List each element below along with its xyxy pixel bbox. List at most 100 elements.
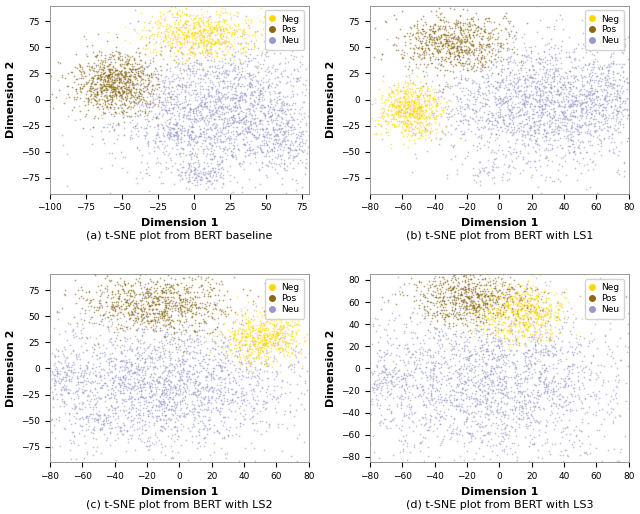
Point bbox=[373, 371, 383, 379]
Point bbox=[429, 405, 440, 413]
Point bbox=[131, 93, 141, 101]
Point bbox=[571, 44, 581, 52]
Point bbox=[218, 32, 228, 40]
Point bbox=[431, 112, 441, 120]
Point bbox=[597, 63, 607, 71]
Point bbox=[179, 330, 189, 338]
Point bbox=[572, 107, 582, 115]
Point bbox=[498, 75, 508, 83]
Point bbox=[454, 340, 464, 348]
Point bbox=[263, 109, 273, 117]
Point bbox=[514, 398, 524, 407]
Point bbox=[477, 287, 487, 295]
Point bbox=[442, 35, 452, 44]
Point bbox=[491, 121, 501, 130]
Point bbox=[63, 358, 74, 366]
Point bbox=[275, 88, 285, 97]
Point bbox=[419, 106, 429, 115]
Point bbox=[499, 84, 509, 92]
Point bbox=[588, 45, 598, 53]
Point bbox=[119, 60, 129, 68]
Point bbox=[42, 398, 52, 406]
Point bbox=[383, 370, 393, 378]
Point bbox=[170, 409, 180, 417]
Point bbox=[205, 123, 215, 132]
Point bbox=[423, 44, 433, 52]
Point bbox=[390, 115, 401, 123]
Point bbox=[420, 124, 430, 133]
Point bbox=[234, 75, 244, 83]
Point bbox=[229, 75, 239, 83]
Point bbox=[163, 385, 173, 393]
Point bbox=[544, 45, 554, 53]
Point bbox=[316, 370, 326, 378]
Point bbox=[250, 42, 260, 50]
Point bbox=[460, 276, 470, 284]
Point bbox=[519, 51, 529, 59]
Point bbox=[287, 346, 298, 354]
Point bbox=[150, 316, 160, 324]
Point bbox=[118, 357, 129, 365]
Point bbox=[438, 40, 448, 48]
Point bbox=[478, 73, 488, 81]
Point bbox=[424, 119, 434, 127]
Point bbox=[172, 135, 182, 143]
Point bbox=[194, 114, 204, 122]
Point bbox=[520, 305, 531, 314]
Point bbox=[283, 321, 293, 329]
Point bbox=[111, 87, 122, 95]
Point bbox=[592, 87, 602, 96]
Point bbox=[127, 79, 137, 87]
Point bbox=[182, 57, 193, 65]
Point bbox=[508, 66, 518, 74]
Point bbox=[201, 185, 211, 193]
Point bbox=[227, 28, 237, 36]
Point bbox=[417, 88, 427, 97]
Point bbox=[506, 52, 516, 60]
Point bbox=[79, 69, 89, 78]
Point bbox=[463, 381, 473, 389]
Point bbox=[164, 352, 175, 360]
Point bbox=[237, 29, 248, 38]
Point bbox=[262, 116, 272, 124]
Point bbox=[483, 384, 493, 392]
Point bbox=[165, 354, 175, 362]
Point bbox=[215, 26, 225, 34]
Point bbox=[99, 61, 109, 69]
Point bbox=[547, 360, 557, 368]
Point bbox=[296, 390, 306, 398]
Point bbox=[42, 371, 52, 379]
Point bbox=[132, 377, 143, 386]
Point bbox=[118, 87, 129, 96]
Point bbox=[502, 303, 512, 311]
Point bbox=[118, 105, 128, 114]
Point bbox=[543, 305, 554, 313]
Point bbox=[515, 119, 525, 127]
Point bbox=[71, 95, 81, 103]
Point bbox=[564, 416, 574, 425]
Point bbox=[117, 378, 127, 386]
Point bbox=[138, 309, 148, 318]
Point bbox=[544, 87, 554, 95]
Point bbox=[474, 83, 484, 91]
Point bbox=[121, 381, 131, 390]
Point bbox=[198, 117, 209, 125]
Point bbox=[551, 60, 561, 68]
Point bbox=[122, 76, 132, 84]
Point bbox=[70, 116, 80, 124]
Point bbox=[274, 16, 284, 24]
Point bbox=[205, 139, 215, 148]
Point bbox=[451, 339, 461, 347]
Point bbox=[571, 94, 581, 102]
Point bbox=[187, 281, 197, 289]
Point bbox=[137, 316, 147, 324]
Point bbox=[374, 418, 385, 426]
Point bbox=[282, 378, 292, 387]
Point bbox=[470, 300, 481, 308]
Point bbox=[49, 352, 59, 360]
Point bbox=[159, 83, 170, 91]
Point bbox=[230, 397, 241, 405]
Point bbox=[278, 324, 288, 332]
Point bbox=[278, 334, 289, 342]
Point bbox=[92, 99, 102, 107]
